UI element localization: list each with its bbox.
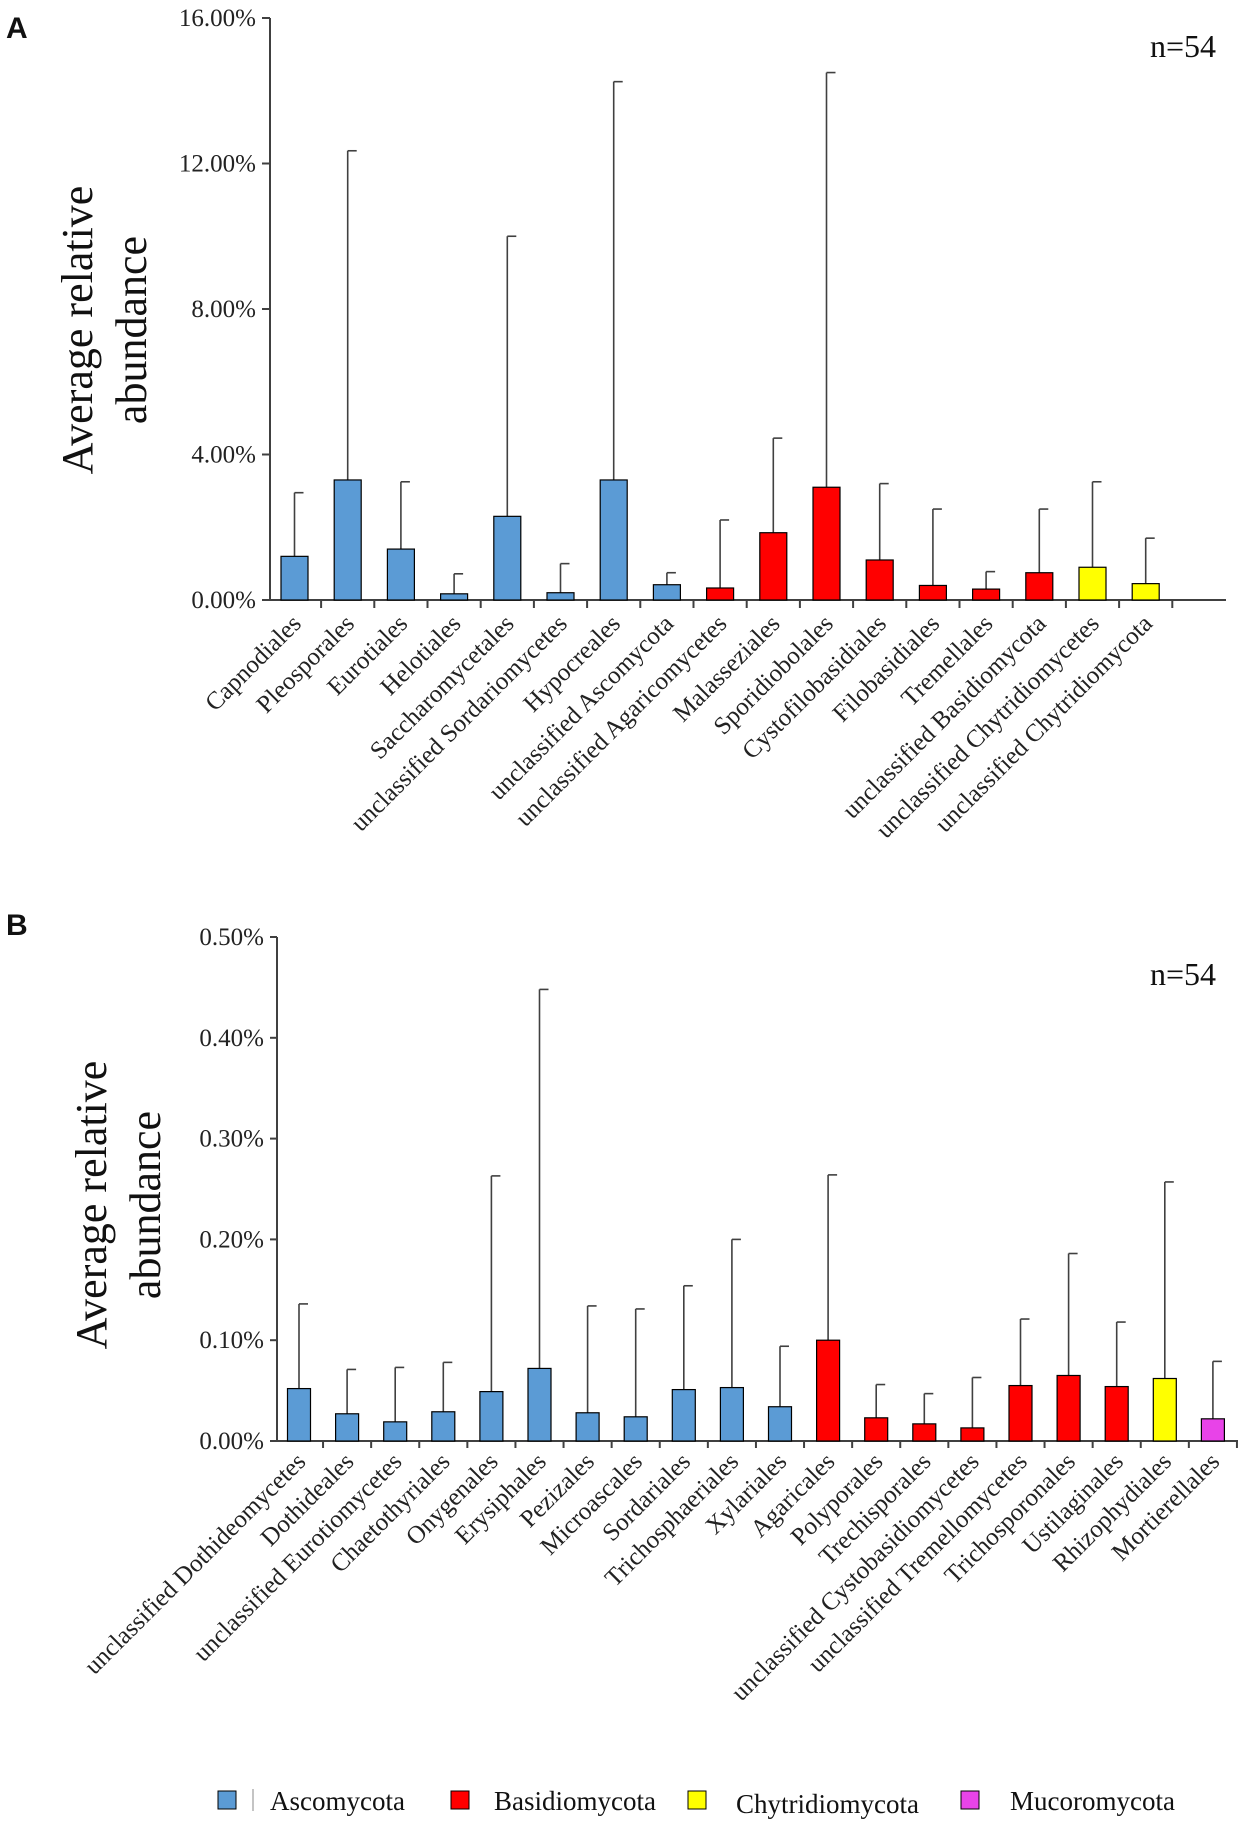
panel-a-bar-capnodiales — [280, 555, 309, 601]
panel-b-bar-polyporales — [864, 1417, 889, 1442]
panel-b-y-tick-label: 0.40% — [199, 1025, 264, 1052]
panel-a-bar-eurotiales — [386, 548, 415, 601]
panel-a-y-tick-label: 0.00% — [191, 587, 256, 614]
panel-a-bar-unclassified-chytridiomycota — [1131, 583, 1160, 601]
panel-a-y-tick-label: 12.00% — [179, 151, 256, 178]
panel-b-bar-mortierellales — [1200, 1418, 1226, 1442]
legend: Ascomycota Basidiomycota Chytridiomycota… — [217, 1786, 1175, 1819]
panel-b-bar-onygenales — [479, 1391, 504, 1442]
panel-b-bar-dothideales — [335, 1413, 360, 1442]
panel-b-bars — [286, 988, 1226, 1442]
panel-b-y-tick-label: 0.50% — [199, 924, 264, 951]
panel-b-y-tick-label: 0.00% — [199, 1428, 264, 1455]
panel-b-bar-trichosporonales — [1056, 1374, 1081, 1442]
panel-a-bar-tremellales — [971, 588, 1001, 601]
panel-a-bar-cystofilobasidiales — [865, 559, 894, 601]
panel-b-bar-trechisporales — [912, 1423, 937, 1442]
panel-b-y-axis-title: Average relative abundance — [67, 1061, 170, 1350]
panel-b-bar-xylariales — [767, 1406, 793, 1442]
panel-b-bar-sordariales — [671, 1388, 696, 1442]
panel-a-y-axis-title-line1: Average relative — [53, 186, 102, 475]
panel-b-letter: B — [6, 909, 28, 942]
panel-b-y-axis-title-line2: abundance — [121, 1111, 170, 1299]
panel-b-bar-ustilaginales — [1104, 1385, 1129, 1442]
panel-b-bar-unclassified-eurotiomycetes — [383, 1421, 408, 1442]
panel-a-sample-size: n=54 — [1150, 28, 1216, 64]
panel-a-bar-sporidiobolales — [812, 486, 841, 601]
panel-a-bar-unclassified-sordariomycetes — [546, 592, 575, 601]
legend-label-mucoromycota: Mucoromycota — [1010, 1786, 1175, 1816]
legend-swatch-basidiomycota — [450, 1790, 470, 1810]
panel-b-axes: 0.00% 0.10% 0.20% 0.30% 0.40% 0.50% — [199, 924, 1238, 1455]
panel-a-letter: A — [6, 12, 28, 45]
panel-b-y-axis-title-line1: Average relative — [67, 1061, 116, 1350]
panel-b-category-label: unclassified Eurotiomycetes — [189, 1448, 408, 1667]
panel-a-bar-helotiales — [440, 593, 469, 601]
panel-a-bars — [280, 71, 1160, 601]
panel-a-bar-filobasidiales — [918, 584, 948, 601]
panel-a-bar-unclassified-ascomycota — [652, 584, 682, 601]
panel-b-bar-unclassified-cystobasidiomycetes — [960, 1427, 985, 1442]
panel-b-y-tick-label: 0.30% — [199, 1126, 264, 1153]
panel-a-bar-unclassified-chytridiomycetes — [1078, 566, 1107, 601]
legend-label-basidiomycota: Basidiomycota — [494, 1786, 656, 1816]
panel-a-bar-unclassified-agaricomycetes — [705, 587, 735, 601]
panel-b-category-labels: unclassified DothideomycetesDothidealesu… — [80, 1448, 1226, 1706]
panel-b-bar-rhizophydiales — [1152, 1377, 1177, 1442]
panel-b-bar-chaetothyriales — [431, 1411, 456, 1442]
panel-b-sample-size: n=54 — [1150, 956, 1216, 992]
panel-a-category-labels: CapnodialesPleosporalesEurotialesHelotia… — [200, 610, 1158, 844]
panel-a: A n=54 Average relative abundance 0.00% 4… — [6, 5, 1226, 844]
panel-b-y-tick-label: 0.20% — [199, 1226, 264, 1253]
panel-b: B n=54 Average relative abundance 0.00%0… — [6, 909, 1238, 1706]
panel-a-bar-malasseziales — [759, 532, 788, 601]
legend-swatch-chytridiomycota — [687, 1790, 707, 1810]
legend-swatch-ascomycota — [217, 1790, 237, 1810]
panel-b-bar-trichosphaeriales — [719, 1386, 745, 1442]
panel-b-bar-microascales — [623, 1416, 648, 1442]
panel-b-bar-pezizales — [575, 1412, 600, 1442]
legend-label-ascomycota: Ascomycota — [270, 1786, 405, 1816]
panel-a-axes: 0.00% 4.00% 8.00% 12.00% 16.00% — [179, 5, 1226, 614]
panel-b-bar-agaricales — [815, 1339, 841, 1442]
panel-a-bar-unclassified-basidiomycota — [1025, 572, 1054, 601]
panel-a-y-tick-label: 8.00% — [191, 296, 256, 323]
panel-a-y-axis-title: Average relative abundance — [53, 186, 156, 475]
panel-b-bar-unclassified-tremellomycetes — [1008, 1384, 1033, 1442]
panel-a-bar-hypocreales — [599, 479, 628, 601]
panel-a-bar-pleosporales — [333, 479, 362, 601]
panel-a-bar-saccharomycetales — [493, 515, 522, 601]
legend-swatch-mucoromycota — [960, 1790, 980, 1810]
panel-a-y-tick-label: 16.00% — [179, 5, 256, 32]
panel-b-bar-erysiphales — [527, 1367, 552, 1442]
panel-b-bar-unclassified-dothideomycetes — [286, 1387, 312, 1442]
panel-a-y-axis-title-line2: abundance — [107, 236, 156, 424]
panel-b-y-tick-label: 0.10% — [199, 1327, 264, 1354]
panel-a-y-tick-label: 4.00% — [191, 442, 256, 469]
legend-label-chytridiomycota: Chytridiomycota — [736, 1789, 919, 1819]
